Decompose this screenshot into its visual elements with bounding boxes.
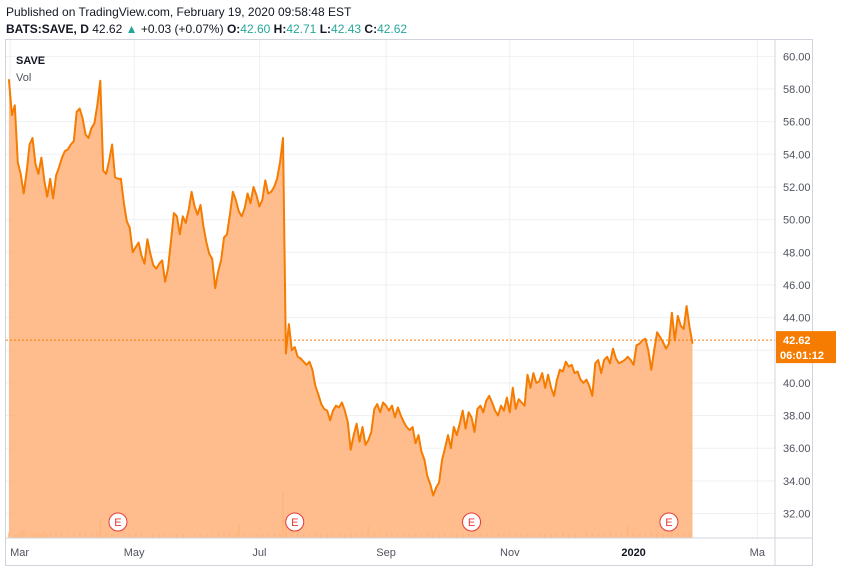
- high-value: 42.71: [286, 22, 317, 36]
- price-axis[interactable]: 32.0034.0036.0038.0040.0042.0044.0046.00…: [774, 40, 811, 566]
- y-tick-label: 46.00: [783, 280, 811, 292]
- x-tick-label: Sep: [376, 547, 396, 559]
- symbol-header: BATS:SAVE, D 42.62 ▲ +0.03 (+0.07%) O:42…: [6, 22, 407, 36]
- price-badge: 42.62 06:01:12: [776, 331, 836, 364]
- last-price: 42.62: [92, 22, 123, 36]
- earnings-marker-circle: [285, 512, 305, 532]
- y-tick-label: 40.00: [783, 378, 811, 390]
- chart-legend: SAVE Vol: [16, 55, 45, 84]
- earnings-marker-circle: [659, 512, 679, 532]
- price-badge-bg: [776, 331, 836, 364]
- y-tick-label: 54.00: [783, 149, 811, 161]
- price-line: [7, 79, 694, 497]
- low-value: 42.43: [331, 22, 362, 36]
- y-tick-label: 44.00: [783, 313, 811, 325]
- y-tick-label: 60.00: [783, 51, 811, 63]
- earnings-marker-label: E: [665, 517, 672, 529]
- x-tick-label: Mar: [10, 547, 29, 559]
- y-tick-label: 32.00: [783, 509, 811, 521]
- y-tick-label: 50.00: [783, 215, 811, 227]
- close-value: 42.62: [377, 22, 408, 36]
- y-tick-label: 58.00: [783, 84, 811, 96]
- earnings-e-icon: E: [108, 512, 128, 532]
- symbol-name[interactable]: BATS:SAVE, D: [6, 22, 89, 36]
- price-change: +0.03 (+0.07%): [140, 22, 224, 36]
- x-tick-label: Ma: [750, 547, 766, 559]
- up-arrow-icon: ▲: [125, 22, 138, 36]
- earnings-e-icon: E: [285, 512, 305, 532]
- price-badge-value: 42.62: [783, 335, 811, 347]
- close-label: C:: [364, 22, 378, 36]
- x-tick-label: Nov: [500, 547, 520, 559]
- y-tick-label: 48.00: [783, 247, 811, 259]
- legend-series: SAVE: [16, 55, 45, 67]
- earnings-marker-circle: [108, 512, 128, 532]
- earnings-marker-label: E: [114, 517, 121, 529]
- low-label: L:: [319, 22, 332, 36]
- earnings-marker-circle: [462, 512, 482, 532]
- earnings-marker-label: E: [468, 517, 475, 529]
- open-value: 42.60: [240, 22, 271, 36]
- price-area: [8, 79, 693, 538]
- y-tick-label: 56.00: [783, 117, 811, 129]
- y-tick-label: 52.00: [783, 182, 811, 194]
- y-tick-label: 34.00: [783, 476, 811, 488]
- published-caption: Published on TradingView.com, February 1…: [6, 5, 352, 19]
- legend-volume: Vol: [16, 72, 31, 84]
- chart-frame[interactable]: [5, 39, 813, 566]
- y-tick-label: 38.00: [783, 411, 811, 423]
- open-label: O:: [226, 22, 241, 36]
- earnings-e-icon: E: [462, 512, 482, 532]
- x-tick-label: 2020: [621, 547, 645, 559]
- price-badge-countdown: 06:01:12: [780, 350, 824, 362]
- x-tick-label: May: [124, 547, 145, 559]
- x-tick-label: Jul: [252, 547, 266, 559]
- earnings-e-icon: E: [659, 512, 679, 532]
- high-label: H:: [273, 22, 287, 36]
- y-tick-label: 36.00: [783, 443, 811, 455]
- time-axis[interactable]: Mar May Jul Sep Nov 2020 Ma: [5, 537, 813, 559]
- earnings-marker-label: E: [291, 517, 298, 529]
